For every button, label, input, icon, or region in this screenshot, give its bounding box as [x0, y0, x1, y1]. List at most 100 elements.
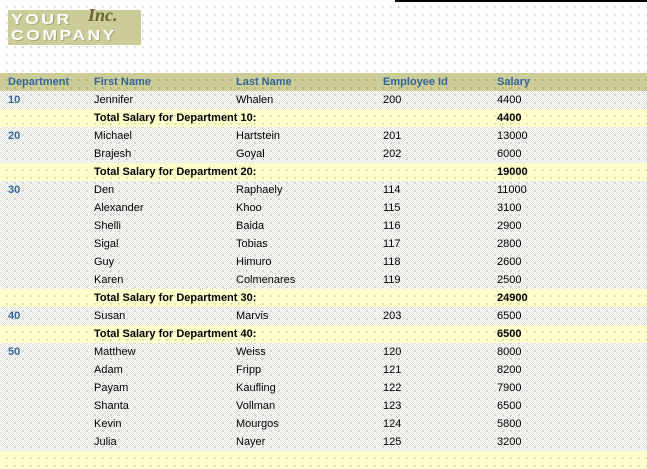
table-body: 10 Jennifer Whalen 200 4400 Total Salary for … — [0, 91, 647, 469]
cell-salary: 6500 — [497, 400, 522, 412]
cell-employee-id: 124 — [383, 418, 402, 430]
column-header-salary: Salary — [497, 76, 531, 88]
cell-employee-id: 122 — [383, 382, 402, 394]
cell-department — [0, 199, 94, 217]
cell-salary: 2500 — [497, 274, 522, 286]
column-header-employee-id: Employee Id — [383, 76, 448, 88]
cell-employee-id: 200 — [383, 94, 402, 106]
cell-department: 50 — [8, 346, 21, 358]
cell-salary: 2800 — [497, 238, 522, 250]
cell-last-name: Nayer — [236, 436, 266, 448]
cell-salary: 2900 — [497, 220, 522, 232]
cell-last-name: Goyal — [236, 148, 265, 160]
cell-department: 30 — [8, 184, 21, 196]
total-salary-value: 6500 — [497, 328, 522, 340]
cell-salary: 8000 — [497, 346, 522, 358]
employee-row: Shanta Vollman 123 6500 — [0, 397, 647, 415]
cell-department — [0, 433, 94, 451]
logo-word-your: YOUR — [11, 11, 72, 28]
cell-employee-id: 119 — [383, 274, 401, 286]
cell-last-name: Kaufling — [236, 382, 276, 394]
department-total-row: Total Salary for Department 40: 6500 — [0, 325, 647, 343]
employee-row: Kevin Mourgos 124 5800 — [0, 415, 647, 433]
cell-last-name: Weiss — [236, 346, 266, 358]
employee-row: Alexander Khoo 115 3100 — [0, 199, 647, 217]
total-salary-label — [94, 451, 497, 469]
employee-row: Shelli Baida 116 2900 — [0, 217, 647, 235]
employee-row: Guy Himuro 118 2600 — [0, 253, 647, 271]
logo-word-company: COMPANY — [11, 27, 117, 44]
cell-employee-id: 202 — [383, 148, 402, 160]
cell-last-name: Hartstein — [236, 130, 281, 142]
cell-first-name: Shanta — [94, 400, 129, 412]
cell-first-name: Adam — [94, 364, 123, 376]
cell-salary: 3200 — [497, 436, 522, 448]
cell-last-name: Whalen — [236, 94, 274, 106]
cell-first-name: Kevin — [94, 418, 122, 430]
cell-salary: 6000 — [497, 148, 522, 160]
cell-employee-id: 123 — [383, 400, 402, 412]
cell-department — [0, 397, 94, 415]
cell-employee-id: 117 — [383, 238, 401, 250]
employee-row: Karen Colmenares 119 2500 — [0, 271, 647, 289]
employee-row: 20 Michael Hartstein 201 13000 — [0, 127, 647, 145]
cell-employee-id: 115 — [383, 202, 401, 214]
employee-row: Brajesh Goyal 202 6000 — [0, 145, 647, 163]
total-salary-value: 24900 — [497, 292, 528, 304]
department-total-row — [0, 451, 647, 469]
cell-department — [0, 415, 94, 433]
cell-first-name: Michael — [94, 130, 132, 142]
cell-last-name: Raphaely — [236, 184, 283, 196]
cell-department-empty — [0, 109, 94, 127]
department-total-row: Total Salary for Department 30: 24900 — [0, 289, 647, 307]
column-header-department: Department — [8, 76, 70, 88]
cell-salary: 2600 — [497, 256, 522, 268]
cell-department-empty — [0, 325, 94, 343]
column-header-first-name: First Name — [94, 76, 151, 88]
employee-row: 10 Jennifer Whalen 200 4400 — [0, 91, 647, 109]
employee-row: 40 Susan Marvis 203 6500 — [0, 307, 647, 325]
department-total-row: Total Salary for Department 10: 4400 — [0, 109, 647, 127]
cell-department — [0, 379, 94, 397]
cell-department-empty — [0, 289, 94, 307]
cell-employee-id: 114 — [383, 184, 401, 196]
cell-department — [0, 235, 94, 253]
window-edge-line — [395, 0, 647, 2]
cell-first-name: Matthew — [94, 346, 136, 358]
cell-employee-id: 121 — [383, 364, 402, 376]
cell-department — [0, 217, 94, 235]
total-salary-label: Total Salary for Department 10: — [94, 112, 257, 124]
employee-row: 30 Den Raphaely 114 11000 — [0, 181, 647, 199]
cell-last-name: Marvis — [236, 310, 269, 322]
cell-department — [0, 271, 94, 289]
employee-row: Adam Fripp 121 8200 — [0, 361, 647, 379]
department-total-row: Total Salary for Department 20: 19000 — [0, 163, 647, 181]
cell-first-name: Den — [94, 184, 115, 196]
cell-first-name: Guy — [94, 256, 115, 268]
cell-last-name: Colmenares — [236, 274, 296, 286]
cell-department: 10 — [8, 94, 21, 106]
cell-employee-id: 120 — [383, 346, 402, 358]
cell-salary: 6500 — [497, 310, 522, 322]
total-salary-label: Total Salary for Department 20: — [94, 166, 257, 178]
cell-salary: 13000 — [497, 130, 528, 142]
cell-last-name: Khoo — [236, 202, 262, 214]
cell-department: 40 — [8, 310, 21, 322]
total-salary-value — [497, 451, 647, 469]
cell-department: 20 — [8, 130, 21, 142]
cell-employee-id: 201 — [383, 130, 402, 142]
column-header-last-name: Last Name — [236, 76, 292, 88]
cell-employee-id: 203 — [383, 310, 402, 322]
cell-first-name: Karen — [94, 274, 124, 286]
employee-row: Sigal Tobias 117 2800 — [0, 235, 647, 253]
cell-salary: 4400 — [497, 94, 522, 106]
total-salary-value: 19000 — [497, 166, 528, 178]
cell-first-name: Susan — [94, 310, 126, 322]
cell-last-name: Tobias — [236, 238, 268, 250]
table-header-row: Department First Name Last Name Employee Id… — [0, 73, 647, 91]
cell-first-name: Brajesh — [94, 148, 132, 160]
company-logo: YOUR COMPANY Inc. — [8, 5, 141, 45]
cell-first-name: Payam — [94, 382, 129, 394]
cell-first-name: Jennifer — [94, 94, 134, 106]
cell-salary: 11000 — [497, 184, 527, 196]
